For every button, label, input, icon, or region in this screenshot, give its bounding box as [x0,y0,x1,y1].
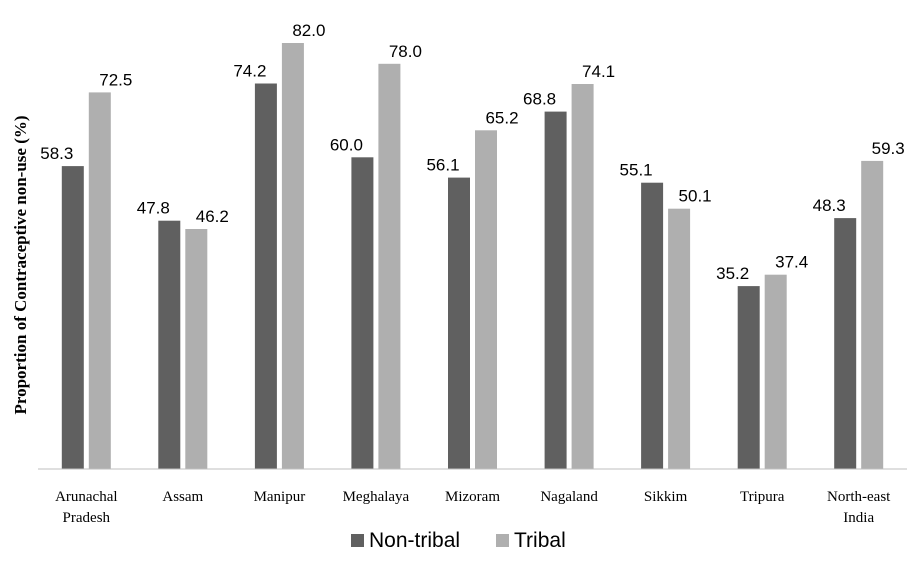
bar-tribal-0 [88,92,111,470]
bar-non-tribal-4 [448,177,470,469]
legend-swatch-tribal [496,534,509,547]
data-label-tribal-4: 65.2 [485,108,518,127]
bar-non-tribal-0 [61,166,84,469]
category-label-0: Arunachal Pradesh [55,489,117,526]
data-label-non-tribal-5: 68.8 [523,90,556,109]
data-label-non-tribal-3: 60.0 [330,135,363,154]
bar-tribal-6 [668,208,691,469]
y-axis-title: Proportion of Contraceptive non-use (%) [11,115,30,414]
data-label-tribal-0: 72.5 [99,70,132,89]
data-label-tribal-8: 59.3 [872,139,905,158]
category-label-5: Nagaland [540,489,598,505]
category-label-7: Tripura [740,489,785,505]
bar-tribal-5 [571,84,594,469]
bar-non-tribal-6 [641,182,664,469]
data-label-tribal-5: 74.1 [582,62,615,81]
bar-tribal-8 [861,160,884,469]
data-label-non-tribal-4: 56.1 [426,156,459,175]
category-labels-layer: Arunachal Pradesh Assam Manipur Meghalaya Miz… [55,489,891,526]
data-label-tribal-6: 50.1 [679,187,712,206]
category-label-2: Manipur [254,489,306,505]
data-label-tribal-1: 46.2 [196,207,229,226]
bar-non-tribal-3 [351,157,374,470]
data-label-tribal-3: 78.0 [389,42,422,61]
category-label-4: Mizoram [445,489,500,505]
data-label-non-tribal-0: 58.3 [40,144,73,163]
bar-tribal-2 [281,43,304,469]
category-label-3: Meghalaya [343,489,410,505]
data-label-non-tribal-8: 48.3 [813,196,846,215]
legend-label-tribal: Tribal [514,529,566,552]
data-label-tribal-2: 82.0 [292,21,325,40]
data-labels-layer: 58.3 72.5 47.8 46.2 74.2 82.0 60.0 78.0 56.1 65.2… [40,21,904,283]
bar-non-tribal-8 [834,218,857,469]
legend-swatch-non-tribal [351,534,364,547]
data-label-tribal-7: 37.4 [775,253,808,272]
category-label-1: Assam [162,489,203,505]
bars-layer [61,43,884,470]
bar-non-tribal-2 [254,83,277,469]
category-label-8: North-east India [827,489,891,526]
bar-non-tribal-7 [737,286,760,469]
category-label-6: Sikkim [644,489,688,505]
data-label-non-tribal-2: 74.2 [233,62,266,81]
data-label-non-tribal-6: 55.1 [620,161,653,180]
bar-non-tribal-5 [544,111,567,469]
bar-tribal-7 [764,274,787,469]
data-label-non-tribal-1: 47.8 [137,199,170,218]
bar-tribal-3 [378,63,401,470]
bar-non-tribal-1 [158,220,181,469]
legend-label-non-tribal: Non-tribal [369,529,460,552]
data-label-non-tribal-7: 35.2 [716,264,749,283]
bar-tribal-4 [475,130,497,470]
bar-tribal-1 [185,229,208,469]
legend: Non-tribal Tribal [351,529,566,552]
